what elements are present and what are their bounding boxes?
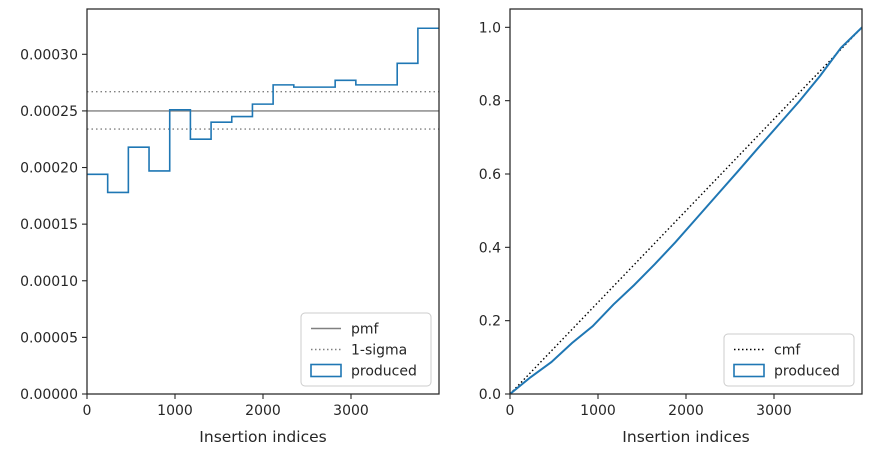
legend: cmf produced	[723, 333, 855, 387]
legend-label: 1-sigma	[351, 343, 407, 359]
y-tick-label: 0.00030	[20, 47, 78, 63]
x-tick-label: 0	[83, 403, 92, 419]
y-tick-label: 0.00025	[20, 104, 78, 120]
plot-area	[510, 26, 862, 394]
y-tick-label: 0.00000	[20, 387, 78, 403]
y-tick-label: 0.00005	[20, 330, 78, 346]
legend-box	[300, 312, 432, 387]
series-produced-line	[510, 26, 862, 394]
legend: pmf 1-sigma produced	[300, 312, 432, 387]
right-cumulative-panel: 0 1000 2000 3000 0.0 0.2 0.4 0.6 0.8 1.0 Insertion…	[479, 8, 863, 446]
series-produced-step	[87, 27, 439, 194]
x-tick-label: 1000	[580, 403, 616, 419]
legend-label: produced	[351, 364, 417, 380]
y-tick-label: 0.6	[479, 167, 501, 183]
legend-box	[723, 333, 855, 387]
x-axis-label: Insertion indices	[199, 428, 326, 446]
y-tick-label: 0.00020	[20, 161, 78, 177]
y-tick-label: 0.00015	[20, 217, 78, 233]
x-tick-label: 0	[506, 403, 515, 419]
x-tick-label: 1000	[157, 403, 193, 419]
plot-area	[87, 27, 439, 194]
y-tick-label: 0.00010	[20, 274, 78, 290]
y-tick-label: 0.4	[479, 240, 501, 256]
x-tick-label: 2000	[245, 403, 281, 419]
legend-label: cmf	[774, 343, 801, 359]
y-tick-label: 1.0	[479, 20, 501, 36]
left-histogram-panel: 0 1000 2000 3000 0.00000 0.00005 0.00010 0.0001…	[20, 8, 440, 446]
legend-label: produced	[774, 364, 840, 380]
legend-swatch-produced	[310, 363, 342, 378]
y-tick-label: 0.2	[479, 314, 501, 330]
x-axis-label: Insertion indices	[622, 428, 749, 446]
x-tick-label: 3000	[333, 403, 369, 419]
x-tick-label: 2000	[668, 403, 704, 419]
y-tick-label: 0.0	[479, 387, 501, 403]
legend-swatch-produced	[733, 363, 765, 378]
y-tick-label: 0.8	[479, 94, 501, 110]
x-tick-label: 3000	[756, 403, 792, 419]
legend-label: pmf	[351, 322, 380, 338]
series-cmf-line	[510, 26, 862, 394]
